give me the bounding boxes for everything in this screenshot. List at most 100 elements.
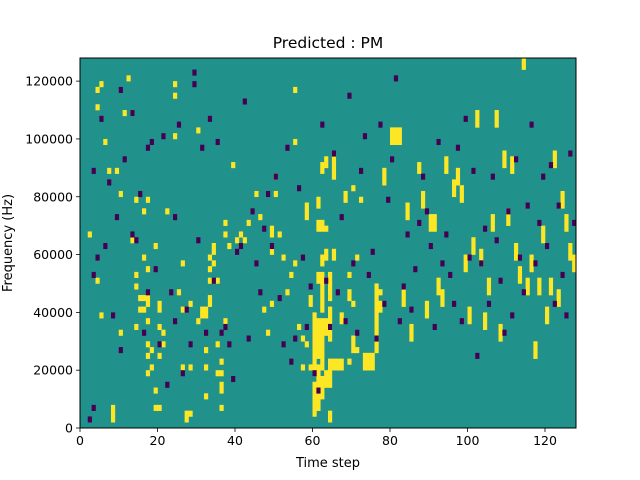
heatmap-cell-high <box>145 370 151 377</box>
heatmap-cell-high <box>219 381 224 388</box>
heatmap-cell-high <box>266 329 271 336</box>
heatmap-cell-high <box>432 214 437 221</box>
heatmap-cell-low <box>564 312 569 319</box>
heatmap-cell-high <box>568 248 573 255</box>
heatmap-cell-high <box>273 190 278 198</box>
heatmap-cell-low <box>227 341 232 348</box>
heatmap-cell-high <box>320 358 325 365</box>
heatmap-cell-low <box>188 341 193 348</box>
heatmap-cell-high <box>328 358 333 365</box>
heatmap-cell-high <box>514 243 519 250</box>
heatmap-cell-high <box>355 347 360 354</box>
heatmap-cell-high <box>204 312 209 319</box>
heatmap-cell-high <box>316 347 321 354</box>
heatmap-cell-low <box>362 133 368 140</box>
heatmap-cell-high <box>304 214 309 221</box>
x-tick-label: 20 <box>150 433 166 448</box>
heatmap-cell-high <box>397 133 402 140</box>
heatmap-cell-low <box>463 115 468 122</box>
heatmap-cell-high <box>138 295 143 302</box>
heatmap-cell-high <box>312 358 317 365</box>
heatmap-cell-high <box>331 364 337 371</box>
heatmap-cell-high <box>297 323 302 331</box>
heatmap-cell-high <box>436 283 441 290</box>
heatmap-cell-high <box>324 248 329 255</box>
heatmap-cell-high <box>537 283 542 290</box>
x-axis-label: Time step <box>295 456 360 471</box>
heatmap-cell-high <box>134 283 139 290</box>
heatmap-cell-high <box>331 156 337 163</box>
heatmap-cell-high <box>328 271 333 278</box>
heatmap-cell-high <box>320 271 325 278</box>
heatmap-cell-high <box>382 167 387 174</box>
heatmap-cell-high <box>219 370 224 377</box>
heatmap-cell-low <box>359 167 364 174</box>
heatmap-cell-high <box>134 323 139 331</box>
heatmap-cell-high <box>405 202 410 209</box>
heatmap-cell-low <box>223 323 228 331</box>
heatmap-cell-high <box>351 347 356 354</box>
heatmap-cell-high <box>463 260 468 267</box>
heatmap-cell-low <box>103 243 108 250</box>
heatmap-cell-high <box>452 185 457 192</box>
heatmap-cell-low <box>320 121 325 128</box>
heatmap-cell-high <box>552 162 557 169</box>
y-tick-label: 20000 <box>33 363 73 378</box>
heatmap-cell-high <box>134 196 139 203</box>
heatmap-cell-high <box>281 254 286 261</box>
heatmap-cell-high <box>99 81 104 88</box>
heatmap-cells <box>87 58 577 423</box>
heatmap-cell-high <box>428 219 433 226</box>
heatmap-cell-high <box>215 341 220 348</box>
heatmap-cell-high <box>370 364 375 371</box>
heatmap-cell-low <box>529 121 534 128</box>
heatmap-cell-high <box>328 283 333 290</box>
heatmap-cell-high <box>142 208 147 215</box>
heatmap-cell-low <box>378 121 383 128</box>
heatmap-cell-low <box>277 295 282 302</box>
heatmap-cell-low <box>444 231 449 238</box>
heatmap-cell-high <box>324 254 329 261</box>
heatmap-cell-high <box>316 352 321 359</box>
heatmap-cell-low <box>417 219 422 226</box>
heatmap-cell-high <box>312 341 317 348</box>
heatmap-cell-high <box>362 358 368 365</box>
heatmap-cell-high <box>138 306 143 313</box>
heatmap-cell-low <box>335 289 340 296</box>
heatmap-cell-high <box>331 358 337 365</box>
heatmap-cell-high <box>316 318 321 325</box>
heatmap-cell-high <box>328 416 333 423</box>
heatmap-cell-low <box>111 312 116 319</box>
heatmap-cell-high <box>556 289 561 296</box>
heatmap-cell-low <box>91 167 96 174</box>
heatmap-cell-high <box>424 300 430 307</box>
heatmap-cell-high <box>320 300 325 307</box>
heatmap-cell-high <box>370 358 375 365</box>
heatmap-cell-low <box>250 208 255 215</box>
heatmap-cell-high <box>316 225 321 232</box>
heatmap-cell-low <box>382 300 387 307</box>
heatmap-cell-high <box>533 341 538 348</box>
heatmap-cell-high <box>343 196 348 203</box>
heatmap-cell-high <box>545 318 550 325</box>
heatmap-cell-high <box>514 248 519 255</box>
heatmap-cell-high <box>331 173 337 180</box>
heatmap-cell-low <box>506 208 511 215</box>
heatmap-cell-high <box>552 150 557 157</box>
heatmap-cell-low <box>281 341 286 348</box>
heatmap-cell-high <box>200 306 205 313</box>
heatmap-cell-high <box>564 225 569 232</box>
heatmap-cell-low <box>138 190 143 198</box>
heatmap-cell-high <box>142 254 147 261</box>
heatmap-cell-high <box>184 416 189 423</box>
heatmap-cell-low <box>262 225 267 232</box>
heatmap-cell-high <box>118 190 123 198</box>
heatmap-cell-high <box>483 312 488 319</box>
heatmap-cell-high <box>529 260 534 267</box>
heatmap-cell-high <box>180 364 185 371</box>
heatmap-cell-high <box>328 364 333 371</box>
heatmap-cell-high <box>145 196 151 203</box>
heatmap-cell-high <box>335 364 340 371</box>
heatmap-cell-low <box>432 323 437 331</box>
heatmap-cell-high <box>173 81 178 88</box>
